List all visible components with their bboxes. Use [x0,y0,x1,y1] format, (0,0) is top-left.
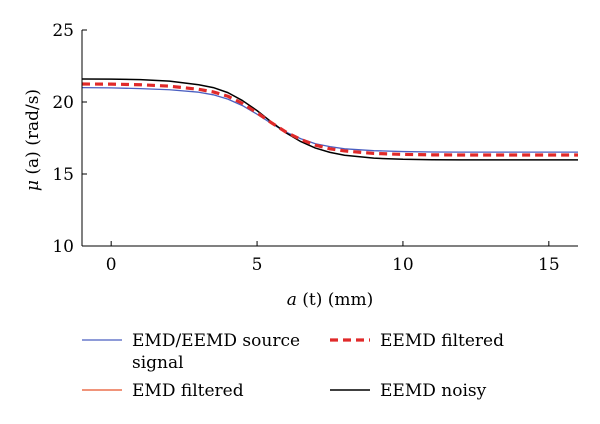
y-axis-label-unit: (rad/s) [23,89,43,151]
legend-label-eemd-noisy: EEMD noisy [380,381,487,401]
legend-label-eemd-filtered: EEMD filtered [380,331,504,351]
ticks-layer: 0 5 10 15 10 15 20 25 [52,21,559,275]
y-axis-label: μ (a) (rad/s) [23,89,43,191]
y-tick-label: 20 [52,93,74,113]
y-tick-label: 15 [52,165,74,185]
legend-label-source-line2: signal [132,353,184,373]
series-line-eemd-filtered [81,82,578,157]
x-axis-label-unit: (mm) [322,290,373,310]
series-line-emd-eemd-source-signal [81,86,578,153]
x-tick-label: 0 [106,255,117,275]
series-line-eemd-noisy [81,78,578,161]
axes-layer [81,30,578,247]
series-layer [81,78,578,161]
x-tick-label: 5 [252,255,263,275]
x-tick-label: 10 [392,255,414,275]
x-axis-label-arg: (t) [297,290,323,310]
x-axis-label-var: a [287,290,297,310]
y-tick-label: 10 [52,237,74,257]
x-axis-label: a (t) (mm) [287,290,374,310]
legend-label-emd-filtered: EMD filtered [132,381,244,401]
y-axis-label-arg: (a) [23,151,43,180]
y-tick-label: 25 [52,21,74,41]
x-tick-label: 15 [538,255,560,275]
legend-label-source-line1: EMD/EEMD source [132,331,300,351]
legend: EMD/EEMD source signal EEMD filtered EMD… [82,331,504,401]
y-axis-label-var: μ [23,180,43,191]
